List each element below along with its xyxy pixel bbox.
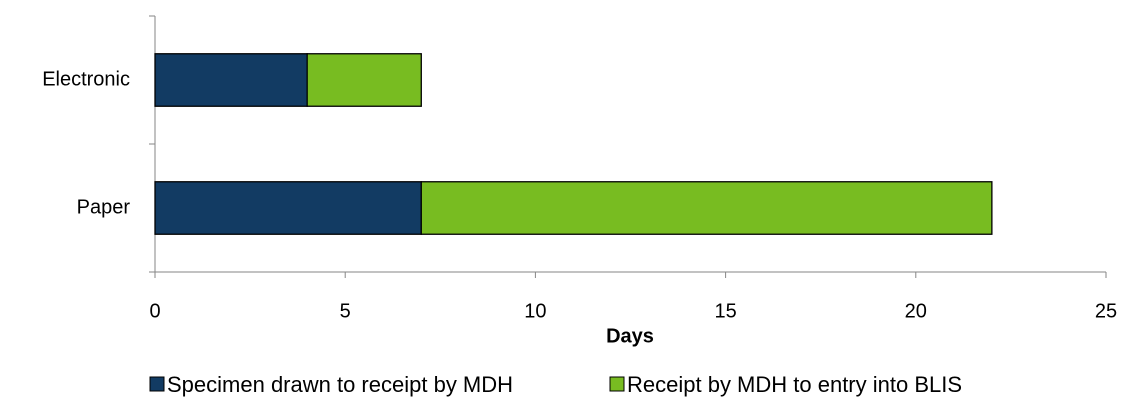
legend-swatch [609, 376, 625, 392]
y-tick-label: Electronic [42, 68, 130, 90]
x-tick-label: 25 [1095, 300, 1117, 322]
x-tick-label: 0 [149, 300, 160, 322]
legend-label: Receipt by MDH to entry into BLIS [627, 372, 962, 397]
x-tick-label: 5 [340, 300, 351, 322]
x-tick-label: 15 [714, 300, 736, 322]
legend-swatch [149, 376, 165, 392]
legend-label: Specimen drawn to receipt by MDH [167, 372, 513, 397]
bar-segment [154, 181, 422, 235]
y-tick-label: Paper [77, 196, 131, 218]
bar-segment [154, 53, 308, 107]
x-tick-label: 20 [905, 300, 927, 322]
x-axis-title: Days [606, 325, 654, 347]
bar-segment [420, 181, 993, 235]
bar-segment [306, 53, 422, 107]
x-tick-label: 10 [524, 300, 546, 322]
